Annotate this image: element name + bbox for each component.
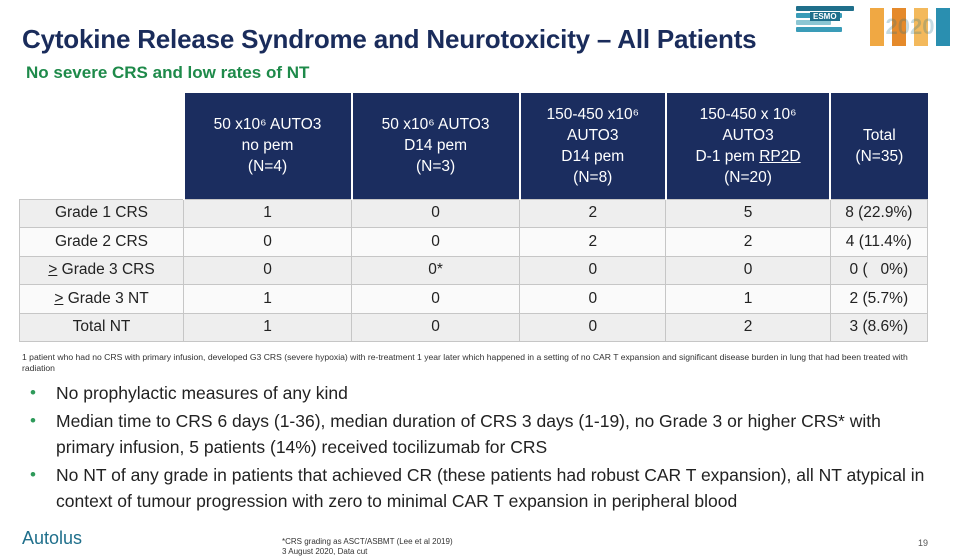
table-cell: 0 <box>182 227 353 257</box>
table-cell: 0 <box>519 284 667 314</box>
row-label: > Grade 3 NT <box>19 284 184 314</box>
table-cell: 8 (22.9%) <box>829 198 929 228</box>
slide-title: Cytokine Release Syndrome and Neurotoxic… <box>22 24 757 54</box>
table-cell: 0 <box>351 198 521 228</box>
table-corner-cell <box>19 93 185 199</box>
bullet-item: • No prophylactic measures of any kind <box>30 380 930 406</box>
table-cell: 2 <box>665 312 831 342</box>
table-cell: 5 <box>665 198 831 228</box>
footer-note: *CRS grading as ASCT/ASBMT (Lee et al 20… <box>282 537 453 556</box>
table-cell: 0 <box>519 312 667 342</box>
table-row: > Grade 3 CRS 0 0* 0 0 0 ( 0%) <box>19 255 929 285</box>
table-cell: 2 <box>665 227 831 257</box>
table-cell: 1 <box>665 284 831 314</box>
congress-2020-logo-icon: 2020 <box>864 4 956 50</box>
table-cell: 1 <box>182 198 353 228</box>
bullet-item: • No NT of any grade in patients that ach… <box>30 462 930 514</box>
slide-subtitle: No severe CRS and low rates of NT <box>26 63 310 82</box>
table-cell: 1 <box>182 284 353 314</box>
table-cell: 3 (8.6%) <box>829 312 929 342</box>
bullet-item: • Median time to CRS 6 days (1-36), media… <box>30 408 930 460</box>
row-label: Total NT <box>19 312 184 342</box>
conference-logo: ESMO 2020 <box>796 4 956 52</box>
table-cell: 0 <box>351 227 521 257</box>
table-row: Grade 1 CRS 1 0 2 5 8 (22.9%) <box>19 198 929 228</box>
table-cell: 0 <box>519 255 667 285</box>
row-label: > Grade 3 CRS <box>19 255 184 285</box>
column-header-150-450-d-1-pem-rp2d: 150-450 x 10⁶ AUTO3 D-1 pem RP2D (N=20) <box>665 93 832 199</box>
bullet-dot-icon: • <box>30 465 36 484</box>
table-cell: 2 <box>519 227 667 257</box>
column-header-50-d14-pem: 50 x10⁶ AUTO3 D14 pem (N=3) <box>351 93 521 199</box>
table-footnote: 1 patient who had no CRS with primary in… <box>22 352 908 373</box>
table-cell: 2 (5.7%) <box>829 284 929 314</box>
table-cell: 0* <box>351 255 521 285</box>
logo-year-text: 2020 <box>886 14 935 39</box>
bullet-list: • No prophylactic measures of any kind • M… <box>30 380 930 516</box>
table-header-row: 50 x10⁶ AUTO3 no pem (N=4) 50 x10⁶ AUTO3… <box>19 93 928 199</box>
table-cell: 0 <box>351 284 521 314</box>
column-header-total: Total (N=35) <box>830 93 928 199</box>
table-row: Total NT 1 0 0 2 3 (8.6%) <box>19 312 929 342</box>
table-cell: 2 <box>519 198 667 228</box>
row-label: Grade 1 CRS <box>19 198 184 228</box>
column-header-50-no-pem: 50 x10⁶ AUTO3 no pem (N=4) <box>183 93 353 199</box>
bullet-dot-icon: • <box>30 383 36 402</box>
column-header-150-450-d14-pem: 150-450 x10⁶ AUTO3 D14 pem (N=8) <box>519 93 667 199</box>
esmo-logo-icon: ESMO <box>796 6 854 44</box>
bullet-dot-icon: • <box>30 411 36 430</box>
page-number: 19 <box>918 538 929 548</box>
table-cell: 0 <box>182 255 353 285</box>
table-cell: 0 ( 0%) <box>829 255 929 285</box>
table-row: Grade 2 CRS 0 0 2 2 4 (11.4%) <box>19 227 929 257</box>
esmo-logo-text: ESMO <box>810 12 840 21</box>
table-cell: 1 <box>182 312 353 342</box>
table-cell: 0 <box>665 255 831 285</box>
table-cell: 0 <box>351 312 521 342</box>
company-logo: Autolus <box>22 528 83 548</box>
table-cell: 4 (11.4%) <box>829 227 929 257</box>
row-label: Grade 2 CRS <box>19 227 184 257</box>
table-row: > Grade 3 NT 1 0 0 1 2 (5.7%) <box>19 284 929 314</box>
crs-nt-table: 50 x10⁶ AUTO3 no pem (N=4) 50 x10⁶ AUTO3… <box>19 93 929 342</box>
